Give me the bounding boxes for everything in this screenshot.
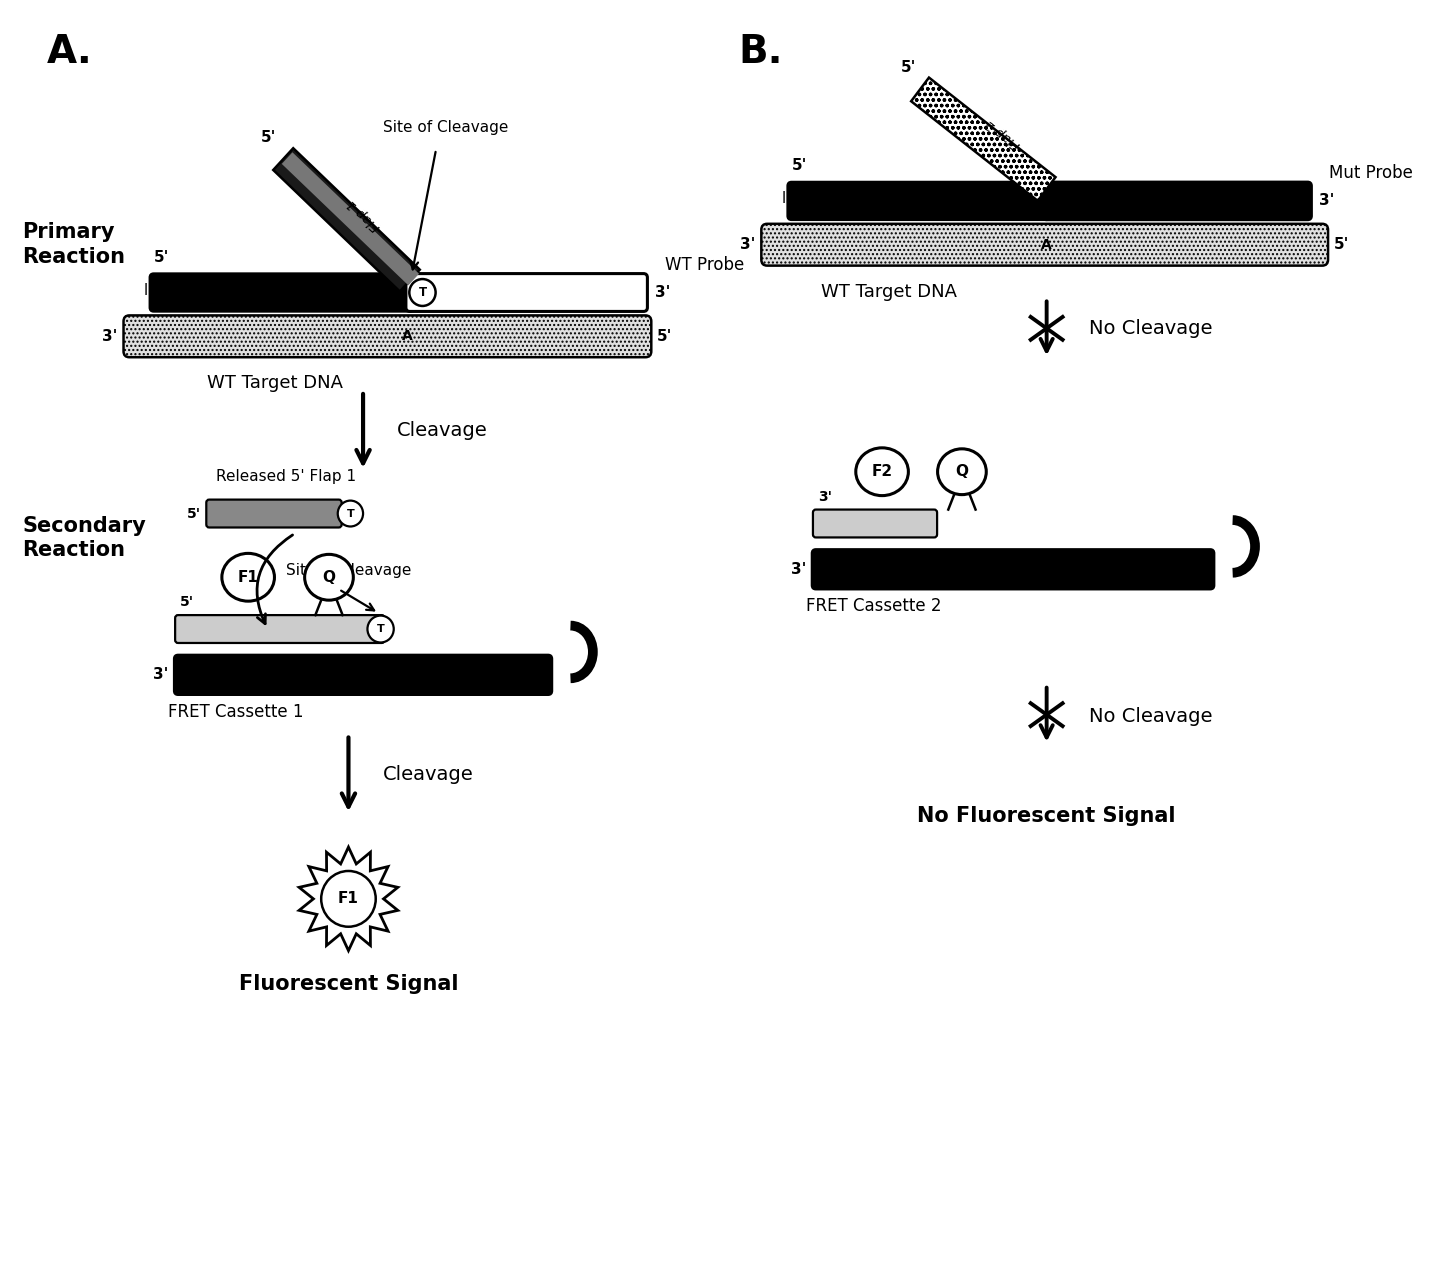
Text: Invader® Oligo: Invader® Oligo xyxy=(782,191,895,207)
Polygon shape xyxy=(282,152,419,286)
Text: 5': 5' xyxy=(180,595,194,609)
Circle shape xyxy=(409,279,436,306)
Text: 3': 3' xyxy=(654,286,670,300)
Text: Q: Q xyxy=(323,570,336,585)
Text: A: A xyxy=(1042,237,1052,251)
Text: Cleavage: Cleavage xyxy=(397,422,487,440)
Ellipse shape xyxy=(221,553,274,601)
Text: 5': 5' xyxy=(792,158,807,173)
Text: 3': 3' xyxy=(790,562,806,576)
FancyBboxPatch shape xyxy=(174,655,552,695)
Text: A.: A. xyxy=(47,33,93,70)
Text: 3': 3' xyxy=(103,329,117,344)
Text: WT Target DNA: WT Target DNA xyxy=(820,283,957,301)
Text: Secondary
Reaction: Secondary Reaction xyxy=(23,515,146,560)
Text: Q: Q xyxy=(956,464,969,479)
Text: Flap 1: Flap 1 xyxy=(344,196,383,233)
FancyBboxPatch shape xyxy=(787,182,1050,219)
Text: Fluorescent Signal: Fluorescent Signal xyxy=(239,974,459,993)
Ellipse shape xyxy=(304,555,353,601)
Text: T: T xyxy=(347,509,354,519)
Text: 5': 5' xyxy=(262,130,276,145)
Text: FRET Cassette 1: FRET Cassette 1 xyxy=(169,703,304,720)
Circle shape xyxy=(367,616,394,643)
FancyBboxPatch shape xyxy=(150,274,414,311)
FancyBboxPatch shape xyxy=(762,224,1328,265)
Text: Invader® Oligo: Invader® Oligo xyxy=(144,283,257,298)
FancyArrowPatch shape xyxy=(257,536,293,623)
Text: F1: F1 xyxy=(237,570,259,585)
FancyBboxPatch shape xyxy=(1043,182,1312,219)
Text: WT Target DNA: WT Target DNA xyxy=(207,374,343,393)
Text: 5': 5' xyxy=(900,60,916,75)
Text: 3': 3' xyxy=(740,237,756,252)
Text: FRET Cassette 2: FRET Cassette 2 xyxy=(806,597,942,615)
Text: No Fluorescent Signal: No Fluorescent Signal xyxy=(917,806,1176,826)
Text: A: A xyxy=(402,329,412,343)
Text: T: T xyxy=(377,623,384,634)
Polygon shape xyxy=(299,847,397,951)
FancyBboxPatch shape xyxy=(406,274,647,311)
Text: F2: F2 xyxy=(872,464,893,479)
Text: 3': 3' xyxy=(1319,194,1335,208)
Text: Mut Probe: Mut Probe xyxy=(1329,164,1413,182)
FancyBboxPatch shape xyxy=(813,510,937,538)
Text: 3': 3' xyxy=(817,490,832,504)
Polygon shape xyxy=(273,148,420,292)
Circle shape xyxy=(337,501,363,527)
Text: Cleavage: Cleavage xyxy=(383,765,473,784)
Circle shape xyxy=(322,871,376,927)
Text: Site of Cleavage: Site of Cleavage xyxy=(286,562,412,578)
Text: Primary
Reaction: Primary Reaction xyxy=(23,222,126,266)
Text: F1: F1 xyxy=(339,891,359,907)
Text: No Cleavage: No Cleavage xyxy=(1089,319,1212,338)
Text: WT Probe: WT Probe xyxy=(664,255,745,274)
Text: No Cleavage: No Cleavage xyxy=(1089,708,1212,727)
Text: 3': 3' xyxy=(153,667,169,682)
Text: Site of Cleavage: Site of Cleavage xyxy=(383,120,509,135)
Text: Flap 2: Flap 2 xyxy=(983,117,1023,152)
Text: T: T xyxy=(419,286,426,300)
Polygon shape xyxy=(912,78,1056,200)
Text: 5': 5' xyxy=(657,329,673,344)
FancyBboxPatch shape xyxy=(123,315,652,357)
Text: 5': 5' xyxy=(154,250,169,265)
Text: Released 5' Flap 1: Released 5' Flap 1 xyxy=(216,469,356,483)
Ellipse shape xyxy=(937,449,986,495)
Text: 5': 5' xyxy=(1333,237,1349,252)
Text: 5': 5' xyxy=(187,506,201,520)
Text: B.: B. xyxy=(737,33,783,70)
FancyBboxPatch shape xyxy=(176,615,384,643)
FancyBboxPatch shape xyxy=(206,500,342,528)
Ellipse shape xyxy=(856,448,909,496)
FancyBboxPatch shape xyxy=(812,550,1215,589)
